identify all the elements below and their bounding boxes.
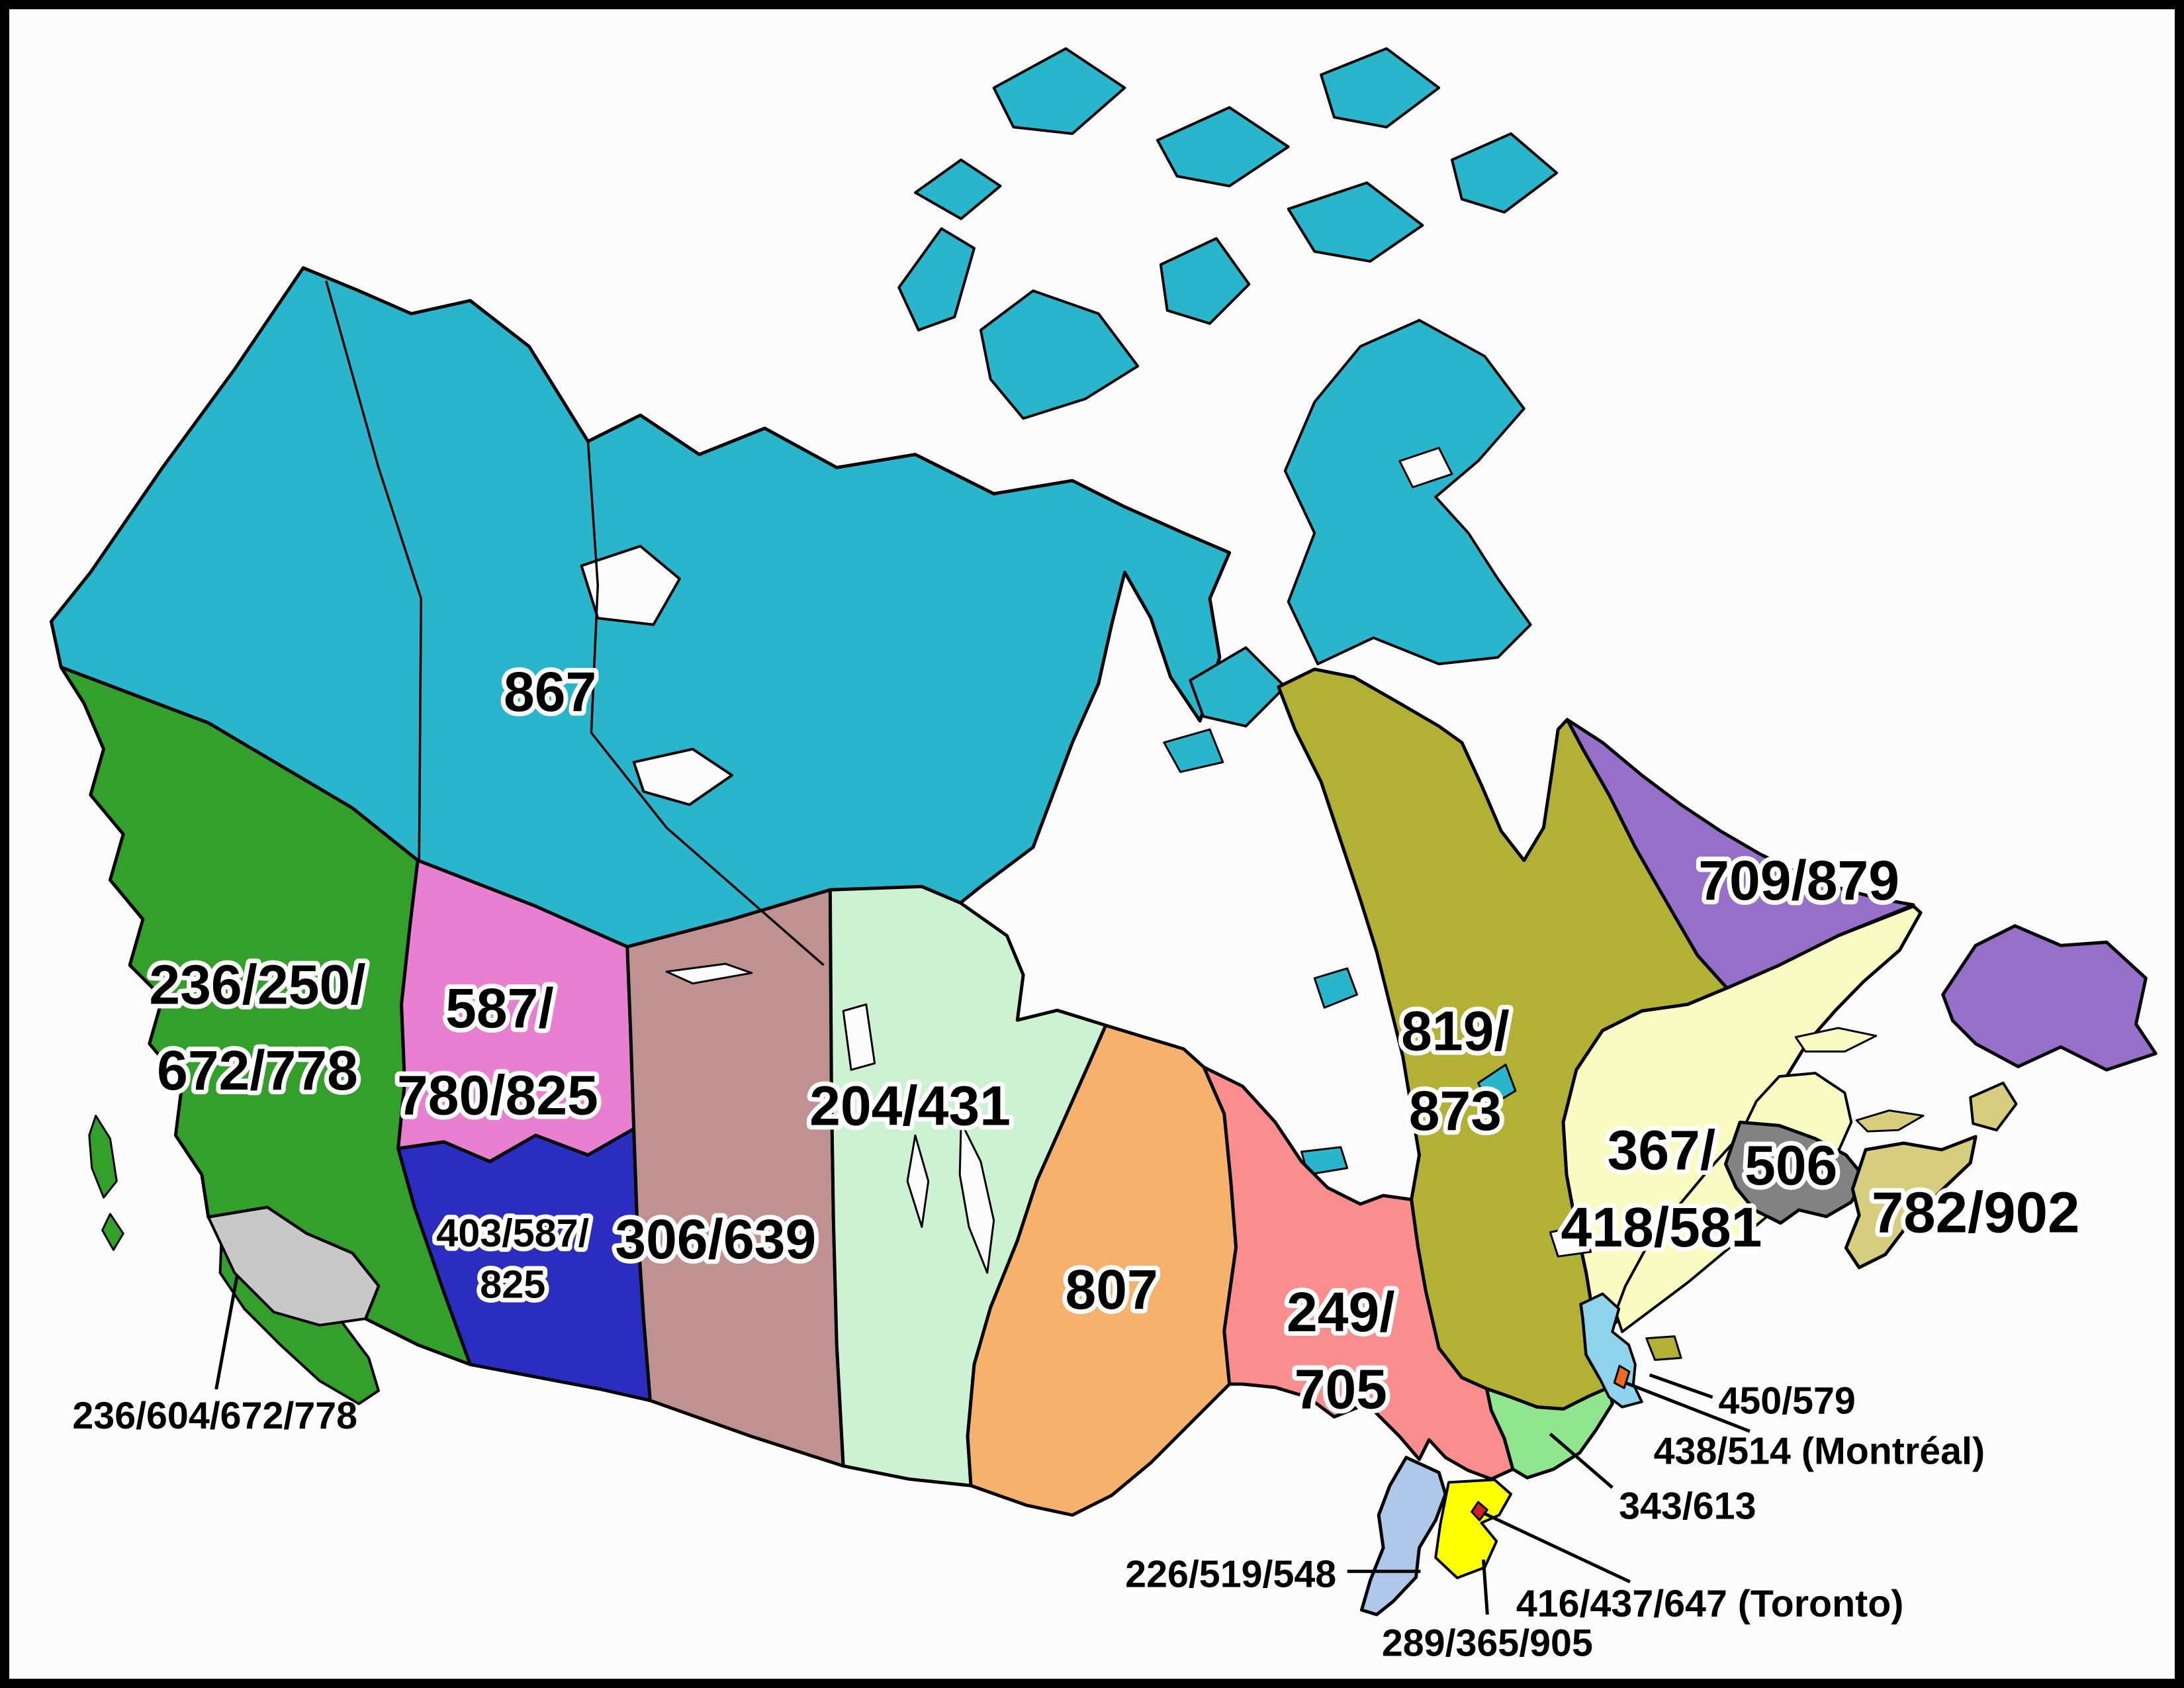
label-newfoundland-labrador: 709/879 bbox=[1698, 849, 1899, 912]
island-bylot bbox=[1450, 132, 1559, 214]
leader-ontario-east bbox=[1549, 1432, 1614, 1489]
region-labrador bbox=[1565, 718, 1915, 990]
label-bc-line1: 236/250/ bbox=[149, 953, 365, 1015]
map-canvas: 867 236/250/672/778 587/780/825 403/587/825… bbox=[49, 47, 2158, 1664]
lake-winnipegosis bbox=[906, 1134, 930, 1229]
region-toronto bbox=[1471, 1501, 1488, 1522]
island-anticosti bbox=[1794, 1027, 1878, 1053]
island-victoria bbox=[979, 289, 1140, 420]
island-melville bbox=[913, 158, 1002, 220]
leader-montreal bbox=[1625, 1381, 1751, 1433]
label-nova-scotia: 782/902 bbox=[1872, 1180, 2080, 1244]
leader-lines bbox=[214, 1275, 1751, 1615]
label-territories: 867 bbox=[504, 661, 596, 723]
area-code-labels: 867 236/250/672/778 587/780/825 403/587/825… bbox=[72, 656, 2084, 1664]
island-newfoundland bbox=[1941, 924, 2158, 1072]
label-saskatchewan: 306/639 bbox=[615, 1208, 816, 1270]
label-ontario-northeast-line2: 705 bbox=[1295, 1358, 1387, 1421]
label-alberta-north-line2: 780/825 bbox=[397, 1064, 598, 1126]
island-southampton bbox=[1189, 646, 1287, 727]
label-quebec-east-line1: 367/ bbox=[1608, 1119, 1716, 1182]
label-quebec-west-line2: 873 bbox=[1409, 1080, 1502, 1142]
label-manitoba: 204/431 bbox=[809, 1074, 1011, 1137]
leader-vancouver bbox=[214, 1275, 239, 1390]
lake-great-slave bbox=[632, 747, 734, 806]
lake-winnipeg bbox=[958, 1121, 995, 1274]
leader-montreal-suburbs bbox=[1649, 1373, 1713, 1399]
island-coats bbox=[1163, 728, 1224, 773]
leader-toronto bbox=[1482, 1511, 1631, 1583]
leader-golden-horseshoe bbox=[1481, 1559, 1489, 1615]
label-alberta-north-line1: 587/ bbox=[445, 977, 554, 1039]
island-ellesmere-mid bbox=[1156, 106, 1290, 188]
region-golden-horseshoe bbox=[1434, 1478, 1512, 1579]
island-pei bbox=[1855, 1109, 1925, 1133]
map-regions bbox=[49, 47, 2158, 1617]
lake-nettilling bbox=[1398, 447, 1453, 489]
region-ontario-east bbox=[1484, 1385, 1614, 1479]
label-quebec-west-line1: 819/ bbox=[1401, 1000, 1510, 1062]
boundary-nwt-nunavut bbox=[586, 441, 825, 966]
label-ontario-southwest: 226/519/548 bbox=[1125, 1554, 1336, 1596]
island-ellesmere-east bbox=[1320, 47, 1441, 129]
label-quebec-east-line2: 418/581 bbox=[1561, 1196, 1762, 1258]
region-ontario-southwest bbox=[1360, 1456, 1447, 1617]
label-bc-line2: 672/778 bbox=[157, 1039, 358, 1102]
lake-reindeer bbox=[842, 1003, 876, 1071]
island-prince-of-wales bbox=[1159, 237, 1251, 325]
island-cape-breton bbox=[1969, 1082, 2018, 1132]
label-vancouver: 236/604/672/778 bbox=[72, 1395, 357, 1437]
region-vancouver-area bbox=[206, 1205, 380, 1327]
lake-great-bear bbox=[580, 545, 681, 626]
label-montreal: 438/514 (Montréal) bbox=[1654, 1430, 1985, 1473]
territorial-inner-boundaries bbox=[325, 280, 825, 966]
label-alberta-south-line1: 403/587/ bbox=[436, 1211, 589, 1255]
island-baffin bbox=[1283, 318, 1532, 665]
label-montreal-suburbs: 450/579 bbox=[1718, 1380, 1855, 1422]
label-ontario-northeast-line1: 249/ bbox=[1287, 1281, 1395, 1343]
label-alberta-south-line2: 825 bbox=[480, 1262, 545, 1306]
island-haida-gwaii-south bbox=[101, 1213, 124, 1251]
island-haida-gwaii-north bbox=[88, 1114, 118, 1199]
label-ontario-northwest: 807 bbox=[1066, 1258, 1158, 1321]
lake-st-jean bbox=[1549, 1225, 1592, 1258]
boundary-yukon-nwt bbox=[325, 280, 422, 859]
island-banks bbox=[897, 227, 976, 332]
island-devon bbox=[1287, 181, 1424, 263]
label-toronto: 416/437/647 (Toronto) bbox=[1516, 1583, 1903, 1625]
label-new-brunswick: 506 bbox=[1745, 1134, 1837, 1196]
label-ontario-east: 343/613 bbox=[1619, 1485, 1756, 1528]
lake-mistassini bbox=[1477, 1063, 1517, 1108]
region-nova-scotia bbox=[1844, 1135, 1978, 1270]
label-golden-horseshoe: 289/365/905 bbox=[1382, 1622, 1593, 1664]
lake-athabasca bbox=[665, 962, 753, 985]
region-new-brunswick bbox=[1723, 1120, 1866, 1225]
region-quebec-west-south-shore bbox=[1645, 1335, 1682, 1361]
island-belcher bbox=[1313, 967, 1359, 1009]
island-ellesmere-west bbox=[992, 47, 1126, 135]
